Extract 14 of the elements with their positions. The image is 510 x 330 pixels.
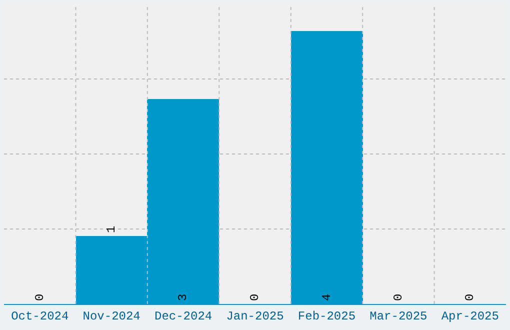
x-tick-label: Feb-2025	[298, 309, 356, 324]
x-tick-label: Oct-2024	[11, 309, 69, 324]
x-tick-label: Dec-2024	[154, 309, 212, 324]
x-tick-label: Nov-2024	[82, 309, 140, 324]
data-label: 3	[176, 294, 190, 301]
x-tick-label: Mar-2025	[370, 309, 428, 324]
x-tick-label: Apr-2025	[441, 309, 499, 324]
data-label: 0	[248, 294, 262, 301]
data-label: 0	[33, 294, 47, 301]
data-label: 1	[104, 226, 118, 233]
data-label: 0	[463, 294, 477, 301]
data-label: 4	[320, 294, 334, 301]
data-label: 0	[392, 294, 406, 301]
x-tick-label: Jan-2025	[226, 309, 284, 324]
